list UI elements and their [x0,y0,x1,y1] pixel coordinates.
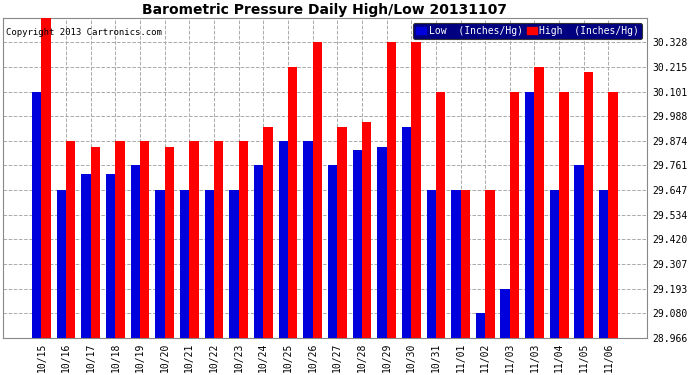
Bar [288,67,297,338]
Bar [584,72,593,338]
Bar [436,92,445,338]
Bar [189,141,199,338]
Bar [130,165,140,338]
Bar [575,165,584,338]
Title: Barometric Pressure Daily High/Low 20131107: Barometric Pressure Daily High/Low 20131… [142,3,507,17]
Bar [229,190,239,338]
Bar [411,42,421,338]
Bar [362,122,371,338]
Bar [66,141,75,338]
Bar [155,190,165,338]
Bar [57,190,66,338]
Bar [254,165,264,338]
Bar [303,141,313,338]
Bar [402,127,411,338]
Bar [328,165,337,338]
Legend: Low  (Inches/Hg), High  (Inches/Hg): Low (Inches/Hg), High (Inches/Hg) [413,23,642,39]
Bar [451,190,460,338]
Bar [279,141,288,338]
Bar [426,190,436,338]
Bar [550,190,559,338]
Bar [377,147,386,338]
Bar [386,42,396,338]
Bar [599,190,609,338]
Bar [41,18,51,338]
Bar [460,190,470,338]
Bar [525,92,535,338]
Bar [32,92,41,338]
Bar [115,141,125,338]
Bar [559,92,569,338]
Bar [91,147,100,338]
Bar [535,67,544,338]
Bar [180,190,189,338]
Bar [476,313,485,338]
Bar [485,190,495,338]
Bar [353,150,362,338]
Bar [81,174,91,338]
Bar [510,92,519,338]
Bar [214,141,224,338]
Bar [313,42,322,338]
Bar [140,141,150,338]
Bar [106,174,115,338]
Bar [264,127,273,338]
Bar [500,289,510,338]
Bar [239,141,248,338]
Bar [165,147,174,338]
Bar [609,92,618,338]
Text: Copyright 2013 Cartronics.com: Copyright 2013 Cartronics.com [6,27,162,36]
Bar [205,190,214,338]
Bar [337,127,346,338]
